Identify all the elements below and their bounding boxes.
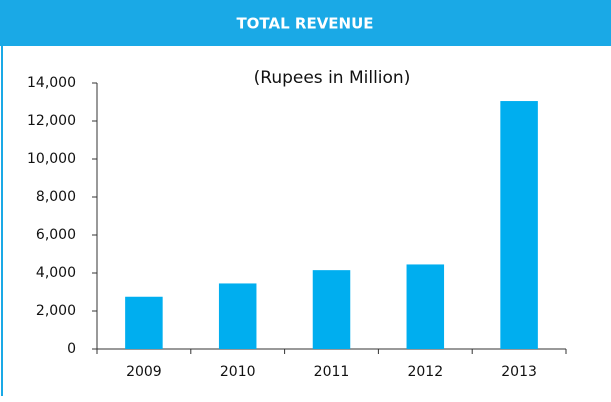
chart-subtitle: (Rupees in Million) bbox=[254, 68, 411, 88]
bar bbox=[312, 270, 351, 349]
y-tick-label: 4,000 bbox=[36, 265, 76, 281]
y-tick-label: 14,000 bbox=[27, 75, 76, 91]
x-tick-label: 2012 bbox=[407, 364, 443, 380]
y-tick-label: 2,000 bbox=[36, 303, 76, 319]
y-tick-label: 10,000 bbox=[27, 151, 76, 167]
bar bbox=[500, 101, 538, 349]
y-tick-label: 0 bbox=[67, 341, 76, 357]
chart-title: TOTAL REVENUE bbox=[236, 15, 373, 33]
x-tick-label: 2009 bbox=[126, 364, 162, 380]
bar bbox=[406, 264, 445, 349]
bar bbox=[218, 283, 257, 349]
header-band bbox=[0, 0, 611, 46]
bar bbox=[125, 296, 163, 349]
x-tick-label: 2010 bbox=[220, 364, 256, 380]
y-tick-label: 6,000 bbox=[36, 227, 76, 243]
y-tick-label: 8,000 bbox=[36, 189, 76, 205]
y-tick-label: 12,000 bbox=[27, 113, 76, 129]
x-tick-label: 2011 bbox=[314, 364, 350, 380]
x-tick-label: 2013 bbox=[501, 364, 537, 380]
